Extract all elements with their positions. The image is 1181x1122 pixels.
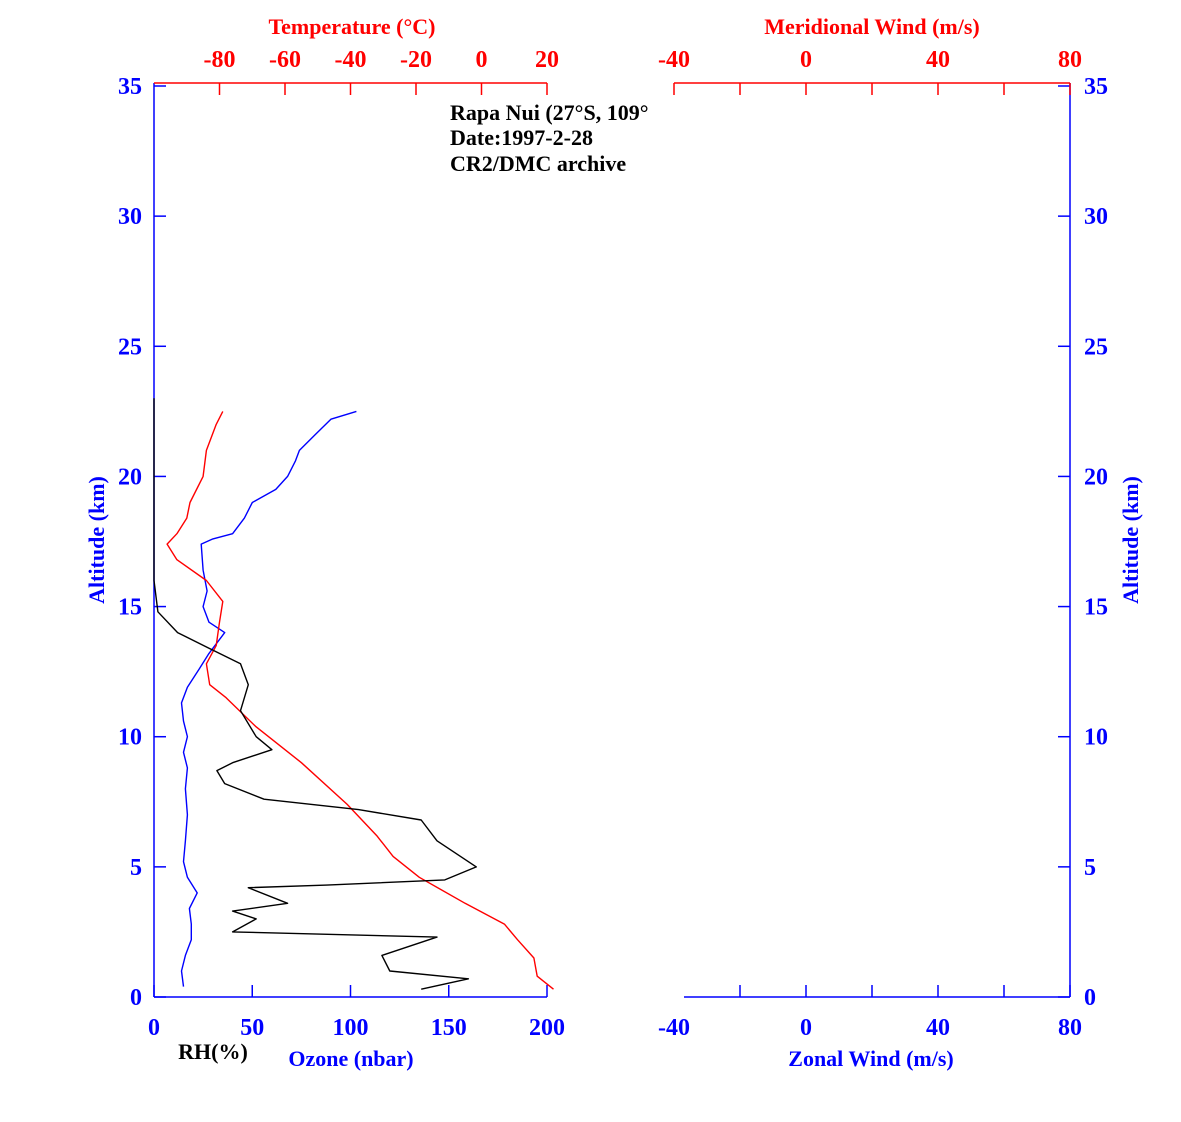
annotation-date: Date:1997-2-28 [450,125,593,150]
left-y-tick-label: 5 [130,855,142,881]
temperature-tick-label: 0 [476,47,488,73]
left-y-tick-label: 20 [118,464,142,490]
temperature-tick-label: -20 [400,47,432,73]
ozone-tick-label: 200 [529,1015,565,1041]
left-y-tick-label: 35 [118,74,142,100]
left-panel-y-axis-title: Altitude (km) [84,476,109,604]
right-panel-bottom-axis-title: Zonal Wind (m/s) [788,1046,953,1071]
meridional-wind-tick-label: 0 [800,47,812,73]
temperature-tick-label: -60 [269,47,301,73]
right-y-tick-label: 25 [1084,334,1108,360]
left-y-tick-label: 10 [118,725,142,751]
left-y-tick-label: 15 [118,595,142,621]
annotation-archive: CR2/DMC archive [450,151,626,176]
ozone-tick-label: 150 [431,1015,467,1041]
right-y-tick-label: 0 [1084,985,1096,1011]
right-y-tick-label: 15 [1084,595,1108,621]
zonal-wind-tick-label: 40 [926,1015,950,1041]
right-y-tick-label: 10 [1084,725,1108,751]
ozone-tick-label: 100 [333,1015,369,1041]
right-y-tick-label: 5 [1084,855,1096,881]
left-y-tick-label: 25 [118,334,142,360]
temperature-tick-label: 20 [535,47,559,73]
temperature-tick-label: -40 [335,47,367,73]
left-panel-top-axis-title: Temperature (°C) [268,14,435,39]
right-y-tick-label: 20 [1084,464,1108,490]
right-y-tick-label: 30 [1084,204,1108,230]
left-panel-bottom-axis-title: Ozone (nbar) [288,1046,413,1071]
meridional-wind-tick-label: 80 [1058,47,1082,73]
right-y-tick-label: 35 [1084,74,1108,100]
right-panel: 0 5 10 15 20 25 30 35 -40 0 40 80 -40 0 40 80 Meridio… [658,14,1143,1071]
zonal-wind-tick-label: 80 [1058,1015,1082,1041]
zonal-wind-tick-label: 0 [800,1015,812,1041]
annotation: Rapa Nui (27°S, 109° Date:1997-2-28 CR2/… [450,100,649,176]
temperature-profile-line [166,411,554,990]
right-panel-y-axis-title: Altitude (km) [1118,476,1143,604]
temperature-tick-label: -80 [204,47,236,73]
meridional-wind-tick-label: -40 [658,47,690,73]
left-y-tick-label: 0 [130,985,142,1011]
ozone-profile-line [180,410,357,987]
left-panel-secondary-axis-title: RH(%) [178,1039,248,1064]
meridional-wind-tick-label: 40 [926,47,950,73]
zonal-wind-tick-label: -40 [658,1015,690,1041]
left-y-tick-label: 30 [118,204,142,230]
annotation-station: Rapa Nui (27°S, 109° [450,100,649,125]
ozone-tick-label: 50 [240,1015,264,1041]
right-panel-top-axis-title: Meridional Wind (m/s) [764,14,980,39]
ozone-tick-label: 0 [148,1015,160,1041]
rh-profile-line [153,398,477,990]
